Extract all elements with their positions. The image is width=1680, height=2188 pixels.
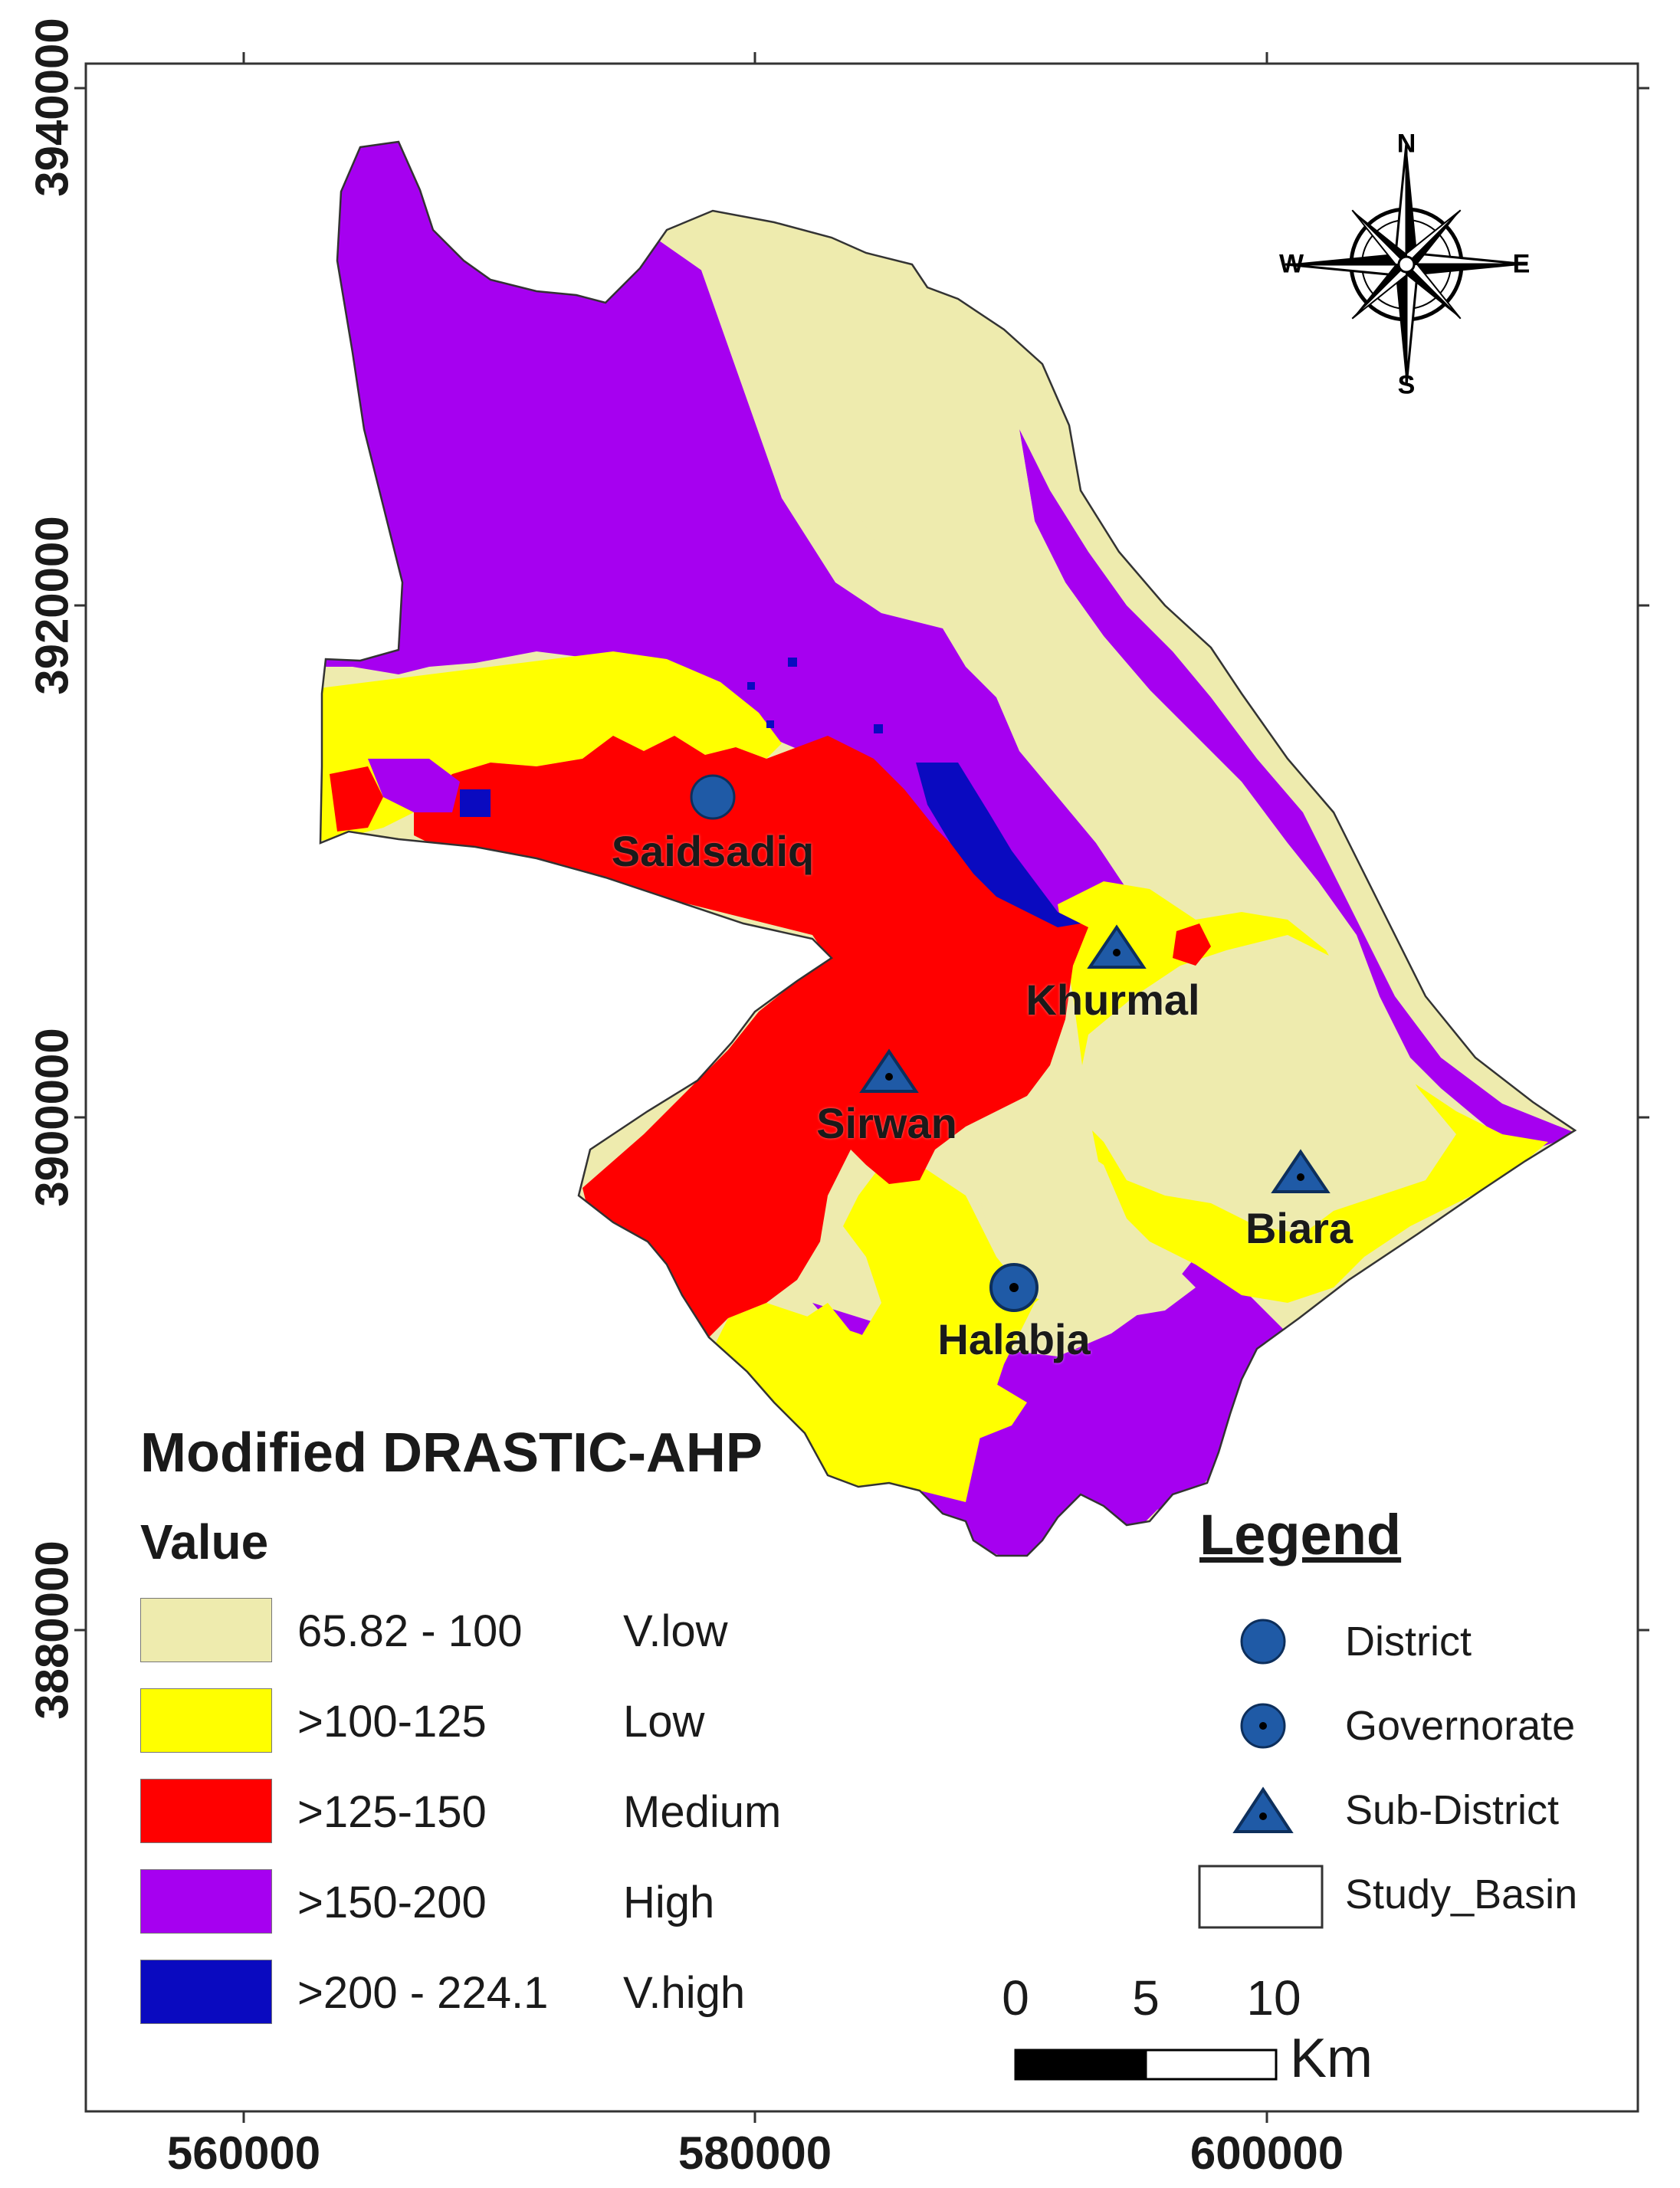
settlement-symbols	[690, 774, 1331, 1312]
class-name: V.high	[623, 1968, 746, 2018]
class-row-v-low: 65.82 - 100 V.low	[140, 1598, 830, 1665]
legend-label: Governorate	[1345, 1703, 1576, 1749]
vulnerability-raster	[320, 142, 1575, 1556]
class-row-medium: >125-150 Medium	[140, 1779, 830, 1846]
legend-label: District	[1345, 1619, 1472, 1665]
y-axis-label-3920000: 3920000	[26, 516, 78, 695]
class-name: V.low	[623, 1606, 728, 1656]
khurmal-sub-district-icon	[1087, 924, 1147, 969]
zone-medium-biara-patch	[1173, 923, 1211, 966]
class-range: >200 - 224.1	[297, 1968, 549, 2018]
y-axis-label-3900000: 3900000	[26, 1028, 78, 1207]
place-label-halabja: Halabja	[937, 1315, 1091, 1363]
compass-e-label: E	[1512, 249, 1531, 279]
x-axis-label-580000: 580000	[678, 2127, 832, 2179]
class-range: 65.82 - 100	[297, 1606, 523, 1656]
compass-rose-icon	[1285, 143, 1528, 386]
zone-v-high	[916, 763, 1081, 927]
zone-v-high-west-patch	[460, 789, 491, 817]
v-high-speck	[766, 720, 774, 728]
legend-row-study-basin: Study_Basin	[1199, 1860, 1659, 1929]
zone-medium-central	[414, 736, 1088, 1379]
compass-w-label: W	[1278, 249, 1304, 279]
x-axis-label-600000: 600000	[1189, 2127, 1344, 2179]
class-name: High	[623, 1878, 715, 1927]
class-swatch-v-low	[140, 1598, 272, 1662]
scale-label-10: 10	[1246, 1970, 1301, 2026]
class-swatch-v-high	[140, 1960, 272, 2024]
place-label-biara: Biara	[1245, 1204, 1354, 1252]
scale-label-5: 5	[1132, 1970, 1160, 2026]
zone-high-northwest	[320, 142, 1150, 920]
legend-row-governorate: Governorate	[1199, 1691, 1659, 1760]
biara-sub-district-icon	[1271, 1149, 1331, 1193]
y-axis-label-3940000: 3940000	[26, 18, 78, 197]
place-label-sirwan: Sirwan	[816, 1099, 957, 1147]
v-high-speck	[788, 658, 797, 667]
scale-unit: Km	[1290, 2028, 1373, 2089]
legend-row-district: District	[1199, 1607, 1659, 1676]
class-name: Medium	[623, 1787, 782, 1837]
classification-value-heading: Value	[140, 1514, 269, 1570]
class-swatch-high	[140, 1869, 272, 1934]
y-axis-label-3880000: 3880000	[26, 1540, 78, 1720]
class-swatch-low	[140, 1688, 272, 1753]
classification-title: Modified DRASTIC-AHP	[140, 1422, 763, 1484]
legend-row-sub-district: Sub-District	[1199, 1776, 1659, 1845]
legend-label: Sub-District	[1345, 1787, 1560, 1833]
class-range: >150-200	[297, 1878, 487, 1927]
scale-label-0: 0	[1002, 1970, 1029, 2026]
axis-ticks	[74, 52, 1649, 2123]
halabja-governorate-icon	[989, 1263, 1039, 1312]
class-row-low: >100-125 Low	[140, 1688, 830, 1756]
class-swatch-medium	[140, 1779, 272, 1843]
legend-sub-district-icon	[1232, 1786, 1294, 1833]
zone-v-low-central-south	[981, 1134, 1196, 1318]
class-name: Low	[623, 1697, 705, 1747]
zone-v-low-northeast	[644, 215, 1173, 812]
legend-district-icon	[1240, 1619, 1286, 1665]
zone-high-west-patch	[368, 759, 460, 812]
saidsadiq-district-icon	[690, 774, 736, 820]
scale-bar	[1014, 2049, 1278, 2081]
class-row-v-high: >200 - 224.1 V.high	[140, 1960, 830, 2027]
class-row-high: >150-200 High	[140, 1869, 830, 1937]
place-label-saidsadiq: Saidsadiq	[611, 827, 815, 875]
legend-label: Study_Basin	[1345, 1871, 1578, 1917]
study-basin-outline	[319, 140, 1577, 1557]
class-range: >125-150	[297, 1787, 487, 1837]
x-axis-label-560000: 560000	[166, 2127, 321, 2179]
sirwan-sub-district-icon	[859, 1048, 919, 1093]
compass-s-label: S	[1397, 370, 1416, 400]
class-range: >100-125	[297, 1697, 487, 1747]
zone-v-low-east	[1073, 935, 1456, 1234]
legend-title: Legend	[1199, 1503, 1402, 1566]
legend-symbols	[1198, 1619, 1324, 1929]
v-high-speck	[874, 724, 883, 733]
legend-study-basin-icon	[1198, 1865, 1324, 1929]
compass-n-label: N	[1396, 129, 1416, 159]
zone-medium-west-patch	[330, 766, 383, 832]
v-high-speck	[747, 682, 755, 690]
place-label-khurmal: Khurmal	[1025, 976, 1200, 1024]
